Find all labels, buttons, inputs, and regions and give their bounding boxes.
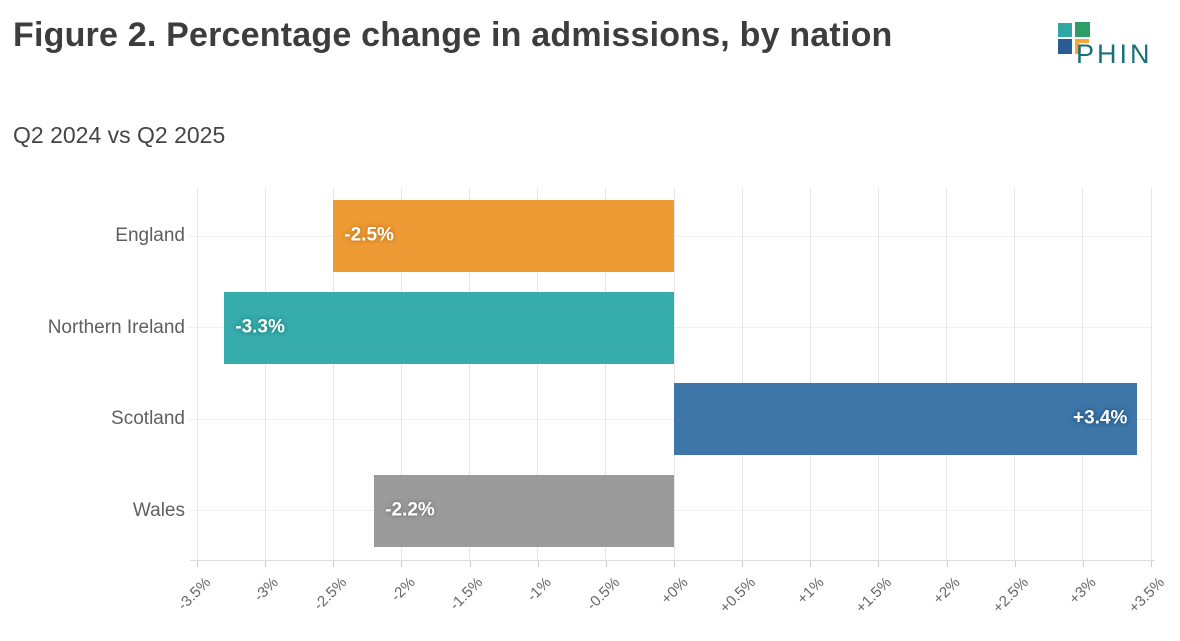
x-tick-label: +3.5% (1125, 574, 1169, 617)
value-label: -2.5% (344, 224, 394, 246)
x-axis-tickmark (537, 561, 539, 567)
x-tick-label: -2% (387, 574, 419, 605)
x-tick-label: -3.5% (174, 574, 215, 614)
x-tick-label: -2.5% (310, 574, 351, 614)
vertical-gridline (196, 188, 198, 560)
x-axis-tickmark (605, 561, 607, 567)
x-axis-tickmark (742, 561, 744, 567)
vertical-gridline (400, 188, 402, 560)
x-tick-label: -3% (251, 574, 283, 605)
x-tick-label: +1.5% (853, 574, 896, 617)
value-label: -3.3% (235, 316, 285, 338)
value-label: +3.4% (1072, 407, 1128, 429)
x-tick-label: +0.5% (716, 574, 760, 617)
vertical-gridline (605, 188, 607, 560)
vertical-gridline (741, 188, 743, 560)
x-axis-tickmark (1014, 561, 1016, 567)
vertical-gridline (673, 188, 675, 560)
vertical-gridline (946, 188, 948, 560)
category-label: Scotland (111, 408, 185, 429)
phin-logo-square-green-icon (1075, 22, 1090, 37)
x-axis-tickmark (810, 561, 812, 567)
category-label: Wales (132, 499, 185, 521)
x-tick-label: +3% (1066, 574, 1100, 608)
phin-logo-square-teal-icon (1058, 23, 1072, 37)
bar-scotland (674, 383, 1138, 455)
x-axis-tickmark (878, 561, 880, 567)
x-axis-tickmark (197, 561, 198, 567)
x-tick-label: +0% (657, 574, 692, 608)
vertical-gridline (332, 188, 334, 560)
vertical-gridline (469, 188, 471, 560)
bar-wales (374, 474, 674, 547)
phin-logo: PHIN (1055, 20, 1165, 72)
x-axis-tickmark (333, 561, 335, 567)
vertical-gridline (537, 188, 539, 560)
x-axis-tickmark (1082, 561, 1084, 567)
x-axis-line (190, 560, 1155, 561)
x-tick-label: -1.5% (446, 574, 487, 614)
figure-title: Figure 2. Percentage change in admission… (13, 16, 893, 54)
vertical-gridline (877, 188, 879, 560)
x-tick-label: +2.5% (989, 574, 1032, 617)
vertical-gridline (1014, 188, 1016, 560)
category-label: England (115, 225, 185, 246)
phin-logo-square-blue-icon (1058, 39, 1072, 54)
bar-england (333, 200, 674, 272)
phin-logo-wordmark: PHIN (1076, 39, 1153, 69)
x-tick-label: -1% (523, 574, 555, 605)
figure-subtitle: Q2 2024 vs Q2 2025 (13, 122, 226, 148)
vertical-gridline (264, 188, 266, 560)
phin-logo-corner-bracket-icon (1075, 39, 1089, 54)
category-gridline (188, 418, 1151, 420)
x-axis-tickmark (469, 561, 471, 567)
category-label: Northern Ireland (47, 316, 185, 338)
x-axis-tickmark (674, 561, 675, 567)
vertical-gridline (1082, 188, 1084, 560)
x-axis-tickmark (946, 561, 948, 567)
x-tick-label: -0.5% (583, 574, 623, 614)
bar-northern-ireland (224, 291, 674, 364)
vertical-gridline (1150, 188, 1152, 560)
x-tick-label: +1% (793, 574, 828, 608)
vertical-gridline (809, 188, 811, 560)
x-axis-tickmark (401, 561, 403, 567)
value-label: -2.2% (385, 499, 435, 521)
x-axis-tickmark (1151, 561, 1152, 567)
x-axis-tickmark (265, 561, 267, 567)
x-tick-label: +2% (930, 574, 964, 608)
